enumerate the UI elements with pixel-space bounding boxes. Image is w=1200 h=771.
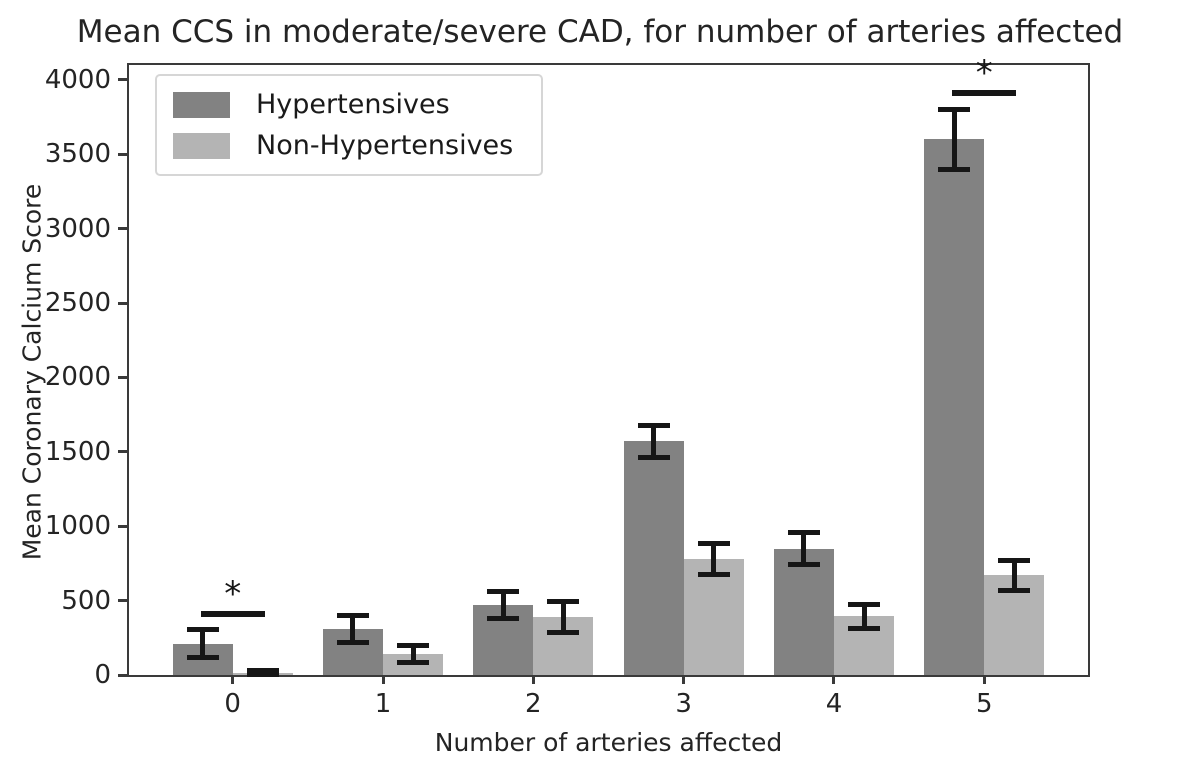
errorbar-cap-top-hypertensives-1 bbox=[336, 612, 369, 618]
errorbar-line-non-hypertensives-1 bbox=[410, 645, 416, 663]
x-tick-label-2: 2 bbox=[525, 689, 542, 719]
errorbar-cap-bottom-non-hypertensives-3 bbox=[697, 572, 730, 578]
errorbar-cap-bottom-non-hypertensives-1 bbox=[397, 659, 430, 665]
errorbar-line-hypertensives-4 bbox=[801, 532, 807, 565]
errorbar-cap-top-hypertensives-2 bbox=[487, 589, 520, 595]
x-tick-label-5: 5 bbox=[976, 689, 993, 719]
bar-non-hypertensives-3 bbox=[683, 558, 744, 675]
x-tick-label-1: 1 bbox=[374, 689, 392, 719]
errorbar-line-hypertensives-3 bbox=[651, 425, 657, 458]
y-tick-mark-4000 bbox=[118, 78, 127, 82]
errorbar-cap-bottom-hypertensives-5 bbox=[938, 166, 971, 172]
errorbar-line-hypertensives-1 bbox=[350, 615, 356, 643]
significance-asterisk-group-0: * bbox=[224, 574, 242, 615]
x-axis-label: Number of arteries affected bbox=[434, 728, 783, 757]
y-tick-label-2500: 2500 bbox=[44, 288, 111, 319]
y-tick-mark-3500 bbox=[118, 152, 127, 156]
errorbar-cap-bottom-hypertensives-2 bbox=[487, 615, 520, 621]
errorbar-cap-bottom-hypertensives-3 bbox=[637, 455, 670, 461]
x-tick-mark-5 bbox=[982, 675, 986, 684]
y-tick-label-1500: 1500 bbox=[44, 436, 111, 467]
legend-item-hypertensives: Hypertensives bbox=[173, 89, 513, 120]
errorbar-cap-top-non-hypertensives-2 bbox=[547, 598, 580, 604]
errorbar-line-non-hypertensives-4 bbox=[861, 604, 867, 629]
y-tick-mark-0 bbox=[118, 673, 127, 677]
significance-line-group-5 bbox=[952, 90, 1017, 97]
x-tick-label-4: 4 bbox=[825, 689, 843, 719]
x-tick-mark-4 bbox=[832, 675, 836, 684]
legend: Hypertensives Non-Hypertensives bbox=[155, 74, 544, 176]
errorbar-cap-bottom-non-hypertensives-0 bbox=[246, 672, 279, 678]
x-tick-mark-0 bbox=[231, 675, 235, 684]
y-tick-mark-3000 bbox=[118, 227, 127, 231]
errorbar-cap-top-hypertensives-3 bbox=[637, 422, 670, 428]
errorbar-cap-top-non-hypertensives-5 bbox=[998, 557, 1031, 563]
x-tick-mark-1 bbox=[381, 675, 385, 684]
x-tick-label-0: 0 bbox=[224, 689, 241, 719]
y-tick-mark-2000 bbox=[118, 375, 127, 379]
bar-hypertensives-3 bbox=[623, 441, 684, 675]
y-tick-mark-2500 bbox=[118, 301, 127, 305]
y-tick-label-500: 500 bbox=[61, 585, 111, 616]
errorbar-cap-top-non-hypertensives-0 bbox=[246, 668, 279, 674]
errorbar-cap-bottom-hypertensives-1 bbox=[336, 639, 369, 645]
plot-area: Hypertensives Non-Hypertensives 0 500 1000… bbox=[45, 56, 1090, 719]
x-tick-mark-3 bbox=[682, 675, 686, 684]
y-tick-label-0: 0 bbox=[94, 660, 111, 690]
errorbar-line-hypertensives-2 bbox=[500, 591, 506, 619]
bar-hypertensives-5 bbox=[924, 139, 985, 675]
errorbar-cap-top-hypertensives-4 bbox=[787, 530, 820, 536]
y-tick-mark-1000 bbox=[118, 524, 127, 528]
errorbar-cap-top-non-hypertensives-4 bbox=[848, 601, 881, 607]
legend-swatch-non-hypertensives bbox=[173, 132, 230, 159]
y-tick-mark-1500 bbox=[118, 450, 127, 454]
errorbar-cap-top-non-hypertensives-3 bbox=[697, 540, 730, 546]
y-tick-label-3000: 3000 bbox=[44, 213, 111, 244]
errorbar-line-non-hypertensives-2 bbox=[560, 601, 566, 633]
significance-line-group-0 bbox=[200, 611, 265, 618]
y-tick-label-3500: 3500 bbox=[44, 139, 111, 170]
y-tick-label-1000: 1000 bbox=[44, 511, 111, 542]
errorbar-cap-bottom-non-hypertensives-2 bbox=[547, 630, 580, 636]
errorbar-line-hypertensives-5 bbox=[951, 109, 957, 170]
significance-asterisk-group-5: * bbox=[975, 53, 993, 94]
bar-hypertensives-4 bbox=[773, 548, 834, 675]
errorbar-cap-top-non-hypertensives-1 bbox=[397, 643, 430, 649]
x-tick-label-3: 3 bbox=[675, 689, 692, 719]
legend-label-non-hypertensives: Non-Hypertensives bbox=[256, 130, 514, 161]
y-tick-label-4000: 4000 bbox=[44, 64, 111, 95]
errorbar-line-non-hypertensives-3 bbox=[711, 543, 717, 575]
y-tick-label-2000: 2000 bbox=[44, 362, 111, 393]
chart-title: Mean CCS in moderate/severe CAD, for num… bbox=[76, 14, 1124, 50]
errorbar-cap-bottom-non-hypertensives-5 bbox=[998, 587, 1031, 593]
legend-label-hypertensives: Hypertensives bbox=[256, 89, 450, 120]
errorbar-cap-bottom-hypertensives-0 bbox=[186, 655, 219, 661]
errorbar-cap-top-hypertensives-0 bbox=[186, 627, 219, 633]
errorbar-line-hypertensives-0 bbox=[200, 629, 206, 658]
y-tick-mark-500 bbox=[118, 599, 127, 603]
legend-item-non-hypertensives: Non-Hypertensives bbox=[173, 130, 513, 161]
errorbar-cap-bottom-hypertensives-4 bbox=[787, 561, 820, 567]
legend-swatch-hypertensives bbox=[173, 91, 230, 118]
errorbar-cap-top-hypertensives-5 bbox=[938, 107, 971, 113]
errorbar-line-non-hypertensives-5 bbox=[1011, 560, 1017, 591]
errorbar-cap-bottom-non-hypertensives-4 bbox=[848, 625, 881, 631]
x-tick-mark-2 bbox=[531, 675, 535, 684]
